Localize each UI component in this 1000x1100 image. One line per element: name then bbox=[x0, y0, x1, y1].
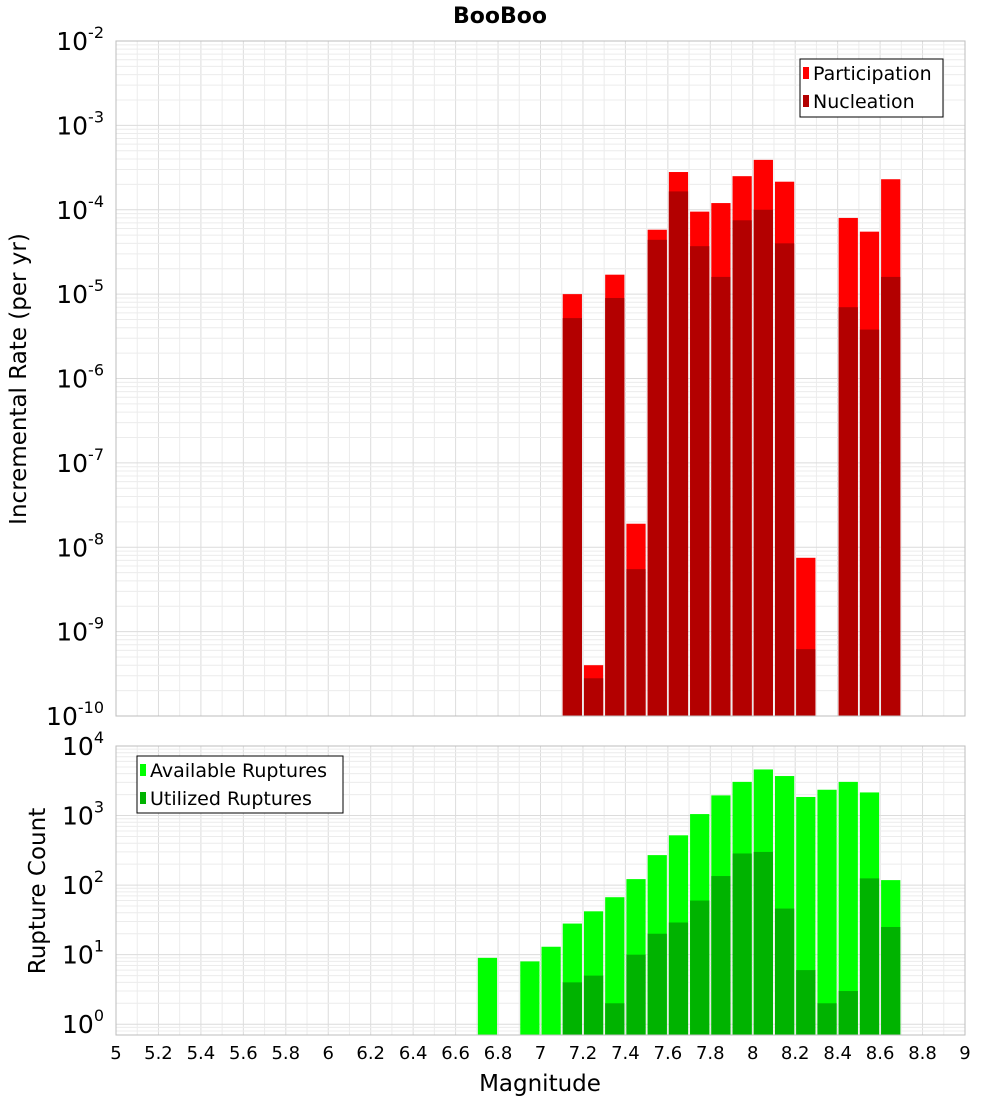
rupture-count-y-tick-label: 101 bbox=[62, 937, 104, 970]
rate-plot-bar-nucleation bbox=[881, 276, 901, 716]
magnitude-x-tick-label: 6.4 bbox=[399, 1043, 428, 1064]
rate-plot-bar-nucleation bbox=[690, 246, 710, 716]
magnitude-x-tick-label: 8.4 bbox=[823, 1043, 852, 1064]
rate-plot-bar-nucleation bbox=[753, 209, 773, 716]
rate-plot-y-axis-label: Incremental Rate (per yr) bbox=[6, 233, 32, 525]
rupture-count-bar-utilized-ruptures bbox=[817, 1003, 837, 1035]
rupture-count-bar-available-ruptures bbox=[605, 897, 625, 1035]
rate-plot-bar-nucleation bbox=[583, 678, 604, 716]
rate-plot-y-tick-label: 10-5 bbox=[56, 276, 104, 309]
rate-plot-bar-nucleation bbox=[626, 569, 646, 716]
magnitude-x-tick-label: 5.6 bbox=[229, 1043, 258, 1064]
rupture-count-legend-box bbox=[136, 755, 344, 814]
magnitude-x-axis-label: Magnitude bbox=[479, 1071, 601, 1097]
rupture-count-bar-utilized-ruptures bbox=[859, 878, 880, 1035]
rupture-count-y-tick-label: 104 bbox=[62, 728, 104, 761]
rate-plot-y-tick-label: 10-9 bbox=[56, 614, 104, 647]
rupture-count-bar-utilized-ruptures bbox=[881, 926, 901, 1035]
rate-plot-bar-nucleation bbox=[838, 307, 858, 716]
magnitude-x-tick-label: 8.6 bbox=[866, 1043, 895, 1064]
magnitude-x-tick-label: 6.6 bbox=[441, 1043, 470, 1064]
rupture-count-legend: Available Ruptures Utilized Ruptures bbox=[136, 755, 344, 814]
magnitude-x-tick-label: 9 bbox=[959, 1043, 970, 1064]
available-ruptures-legend-swatch bbox=[140, 764, 146, 776]
rate-plot-y-tick-label: 10-6 bbox=[56, 361, 104, 394]
rate-plot-y-tick-label: 10-2 bbox=[56, 23, 104, 56]
rate-plot-legend: Participation Nucleation bbox=[799, 58, 944, 118]
magnitude-x-ticks: 5 5.2 5.4 5.6 5.8 6 6.2 6.4 6.6 6.8 7 7.2 7.4 7.6 7.8 8… bbox=[110, 1043, 970, 1064]
rupture-count-bar-utilized-ruptures bbox=[796, 970, 816, 1035]
magnitude-x-tick-label: 6 bbox=[323, 1043, 334, 1064]
rupture-count-bar-available-ruptures bbox=[520, 961, 540, 1035]
magnitude-x-tick-label: 5.8 bbox=[271, 1043, 300, 1064]
rate-plot-y-tick-label: 10-4 bbox=[56, 192, 104, 225]
rate-plot-bar-nucleation bbox=[859, 329, 880, 716]
rate-plot-y-tick-label: 10-3 bbox=[56, 107, 104, 140]
rupture-count-bar-utilized-ruptures bbox=[647, 933, 667, 1035]
magnitude-x-tick-label: 8.8 bbox=[908, 1043, 937, 1064]
magnitude-x-tick-label: 5.4 bbox=[187, 1043, 216, 1064]
rupture-count-bars bbox=[477, 769, 901, 1035]
rate-plot-y-tick-label: 10-8 bbox=[56, 529, 104, 562]
rupture-count-frame bbox=[115, 745, 966, 1036]
rupture-count-y-tick-label: 103 bbox=[62, 798, 104, 831]
rupture-count-bar-utilized-ruptures bbox=[753, 851, 773, 1035]
available-ruptures-legend-label: Available Ruptures bbox=[150, 760, 327, 782]
rupture-count-bar-utilized-ruptures bbox=[732, 853, 752, 1035]
magnitude-x-tick-label: 7.6 bbox=[654, 1043, 683, 1064]
rate-plot-y-ticks: 10-2 10-3 10-4 10-5 10-6 10-7 10-8 10-9 10-10 bbox=[46, 23, 104, 731]
rupture-count-y-axis-label: Rupture Count bbox=[25, 808, 51, 974]
rupture-count-bar-utilized-ruptures bbox=[838, 991, 858, 1035]
rate-plot-bar-nucleation bbox=[647, 239, 667, 716]
rupture-count-y-ticks: 100 101 102 103 104 bbox=[62, 728, 104, 1039]
participation-legend-label: Participation bbox=[813, 63, 932, 85]
participation-legend-swatch bbox=[803, 67, 809, 79]
rupture-count-y-tick-label: 102 bbox=[62, 867, 104, 900]
rate-plot-bar-nucleation bbox=[711, 276, 731, 716]
magnitude-x-tick-label: 6.2 bbox=[356, 1043, 385, 1064]
nucleation-legend-swatch bbox=[803, 95, 809, 107]
utilized-ruptures-legend-label: Utilized Ruptures bbox=[150, 788, 312, 810]
magnitude-x-tick-label: 7 bbox=[535, 1043, 546, 1064]
rate-plot-bar-nucleation bbox=[562, 318, 582, 716]
rate-plot-panel: 10-2 10-3 10-4 10-5 10-6 10-7 10-8 10-9 10-10 In… bbox=[6, 23, 966, 731]
magnitude-x-tick-label: 8 bbox=[747, 1043, 758, 1064]
rate-plot-bar-nucleation bbox=[774, 243, 795, 717]
rupture-count-bar-available-ruptures bbox=[817, 789, 837, 1035]
nucleation-legend-label: Nucleation bbox=[813, 91, 915, 113]
rate-plot-grid bbox=[115, 41, 966, 717]
rupture-count-bar-utilized-ruptures bbox=[690, 900, 710, 1035]
magnitude-x-tick-label: 7.4 bbox=[611, 1043, 640, 1064]
magnitude-x-tick-label: 5.2 bbox=[144, 1043, 173, 1064]
rate-plot-legend-box bbox=[799, 58, 944, 118]
magnitude-x-tick-label: 7.2 bbox=[569, 1043, 598, 1064]
rupture-count-panel: 100 101 102 103 104 5 5.2 5.4 5.6 5.8 6 6.2 6.4 6.6 6… bbox=[25, 728, 971, 1097]
magnitude-x-tick-label: 5 bbox=[110, 1043, 121, 1064]
rate-plot-frame bbox=[115, 40, 966, 717]
rate-plot-bars bbox=[562, 159, 901, 717]
rupture-count-bar-available-ruptures bbox=[541, 946, 561, 1035]
rate-plot-bar-nucleation bbox=[605, 297, 625, 716]
rupture-count-bar-available-ruptures bbox=[477, 957, 498, 1035]
rupture-count-bar-utilized-ruptures bbox=[774, 908, 795, 1035]
magnitude-x-tick-label: 8.2 bbox=[781, 1043, 810, 1064]
rate-plot-y-tick-label: 10-7 bbox=[56, 445, 104, 478]
utilized-ruptures-legend-swatch bbox=[140, 792, 146, 804]
rate-plot-bar-nucleation bbox=[668, 191, 689, 717]
rupture-count-bar-utilized-ruptures bbox=[605, 1003, 625, 1035]
rate-plot-y-tick-label: 10-10 bbox=[46, 698, 104, 731]
rupture-count-bar-utilized-ruptures bbox=[711, 876, 731, 1035]
rupture-count-bar-utilized-ruptures bbox=[583, 975, 604, 1035]
rupture-count-y-tick-label: 100 bbox=[62, 1006, 104, 1039]
rupture-count-bar-utilized-ruptures bbox=[668, 922, 689, 1035]
magnitude-x-tick-label: 7.8 bbox=[696, 1043, 725, 1064]
rate-plot-bar-nucleation bbox=[796, 649, 816, 716]
rupture-count-bar-available-ruptures bbox=[838, 781, 858, 1035]
rupture-count-bar-utilized-ruptures bbox=[562, 982, 582, 1035]
chart-title: BooBoo bbox=[453, 4, 547, 29]
rupture-count-bar-utilized-ruptures bbox=[626, 954, 646, 1035]
rate-plot-bar-nucleation bbox=[732, 220, 752, 717]
magnitude-x-tick-label: 6.8 bbox=[484, 1043, 513, 1064]
